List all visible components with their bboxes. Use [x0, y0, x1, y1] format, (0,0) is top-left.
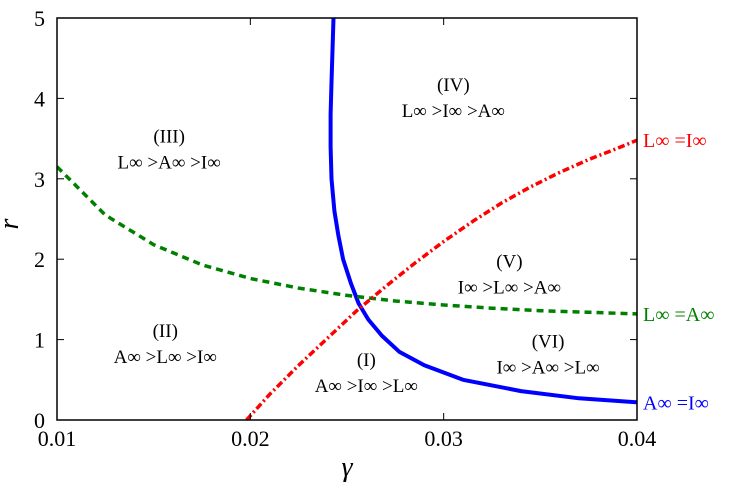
curve-label-a-equals-i: A∞ =I∞	[643, 392, 709, 414]
region-V-order: I∞ >L∞ >A∞	[458, 277, 561, 298]
plot-area	[57, 18, 637, 420]
curve-label-l-equals-a: L∞ =A∞	[643, 304, 714, 326]
region-VI-order: I∞ >A∞ >L∞	[496, 358, 599, 379]
curve-label-l-equals-i: L∞ =I∞	[643, 130, 707, 152]
ticks-group: 0.01 0.02 0.03 0.04 0 1 2 3 4 5	[34, 6, 656, 451]
x-tick-label: 0.01	[38, 426, 77, 451]
region-II-roman: (II)	[153, 321, 178, 342]
x-tick-label: 0.02	[231, 426, 270, 451]
x-tick-label: 0.03	[424, 426, 463, 451]
x-tick-label: 0.04	[618, 426, 657, 451]
curve-l-equals-i	[245, 138, 637, 420]
region-I-order: A∞ >I∞ >L∞	[315, 376, 418, 397]
y-tick-label: 0	[34, 408, 45, 433]
curve-l-equals-a	[57, 165, 637, 316]
region-VI-roman: (VI)	[532, 332, 565, 353]
region-III-roman: (III)	[153, 127, 185, 148]
y-tick-label: 5	[34, 6, 45, 31]
region-III-order: L∞ >A∞ >I∞	[118, 153, 221, 174]
region-II-order: A∞ >L∞ >I∞	[114, 347, 217, 368]
y-tick-label: 2	[34, 247, 45, 272]
curve-a-equals-i	[328, 18, 637, 405]
region-I-roman: (I)	[357, 350, 376, 371]
region-IV-order: L∞ >I∞ >A∞	[402, 101, 505, 122]
y-tick-label: 3	[34, 167, 45, 192]
plot-frame	[56, 17, 638, 421]
curve-labels-group: A∞ =I∞ L∞ =A∞ L∞ =I∞	[643, 130, 714, 414]
y-tick-label: 4	[34, 86, 45, 111]
region-IV-roman: (IV)	[437, 75, 470, 96]
region-V-roman: (V)	[496, 251, 522, 272]
x-axis-label: γ	[341, 452, 353, 483]
region-labels-group: (I) A∞ >I∞ >L∞ (II) A∞ >L∞ >I∞ (III) L∞ >A∞ >…	[114, 75, 600, 397]
curves-group	[57, 18, 637, 420]
y-tick-label: 1	[34, 328, 45, 353]
y-axis-label: r	[0, 218, 25, 229]
